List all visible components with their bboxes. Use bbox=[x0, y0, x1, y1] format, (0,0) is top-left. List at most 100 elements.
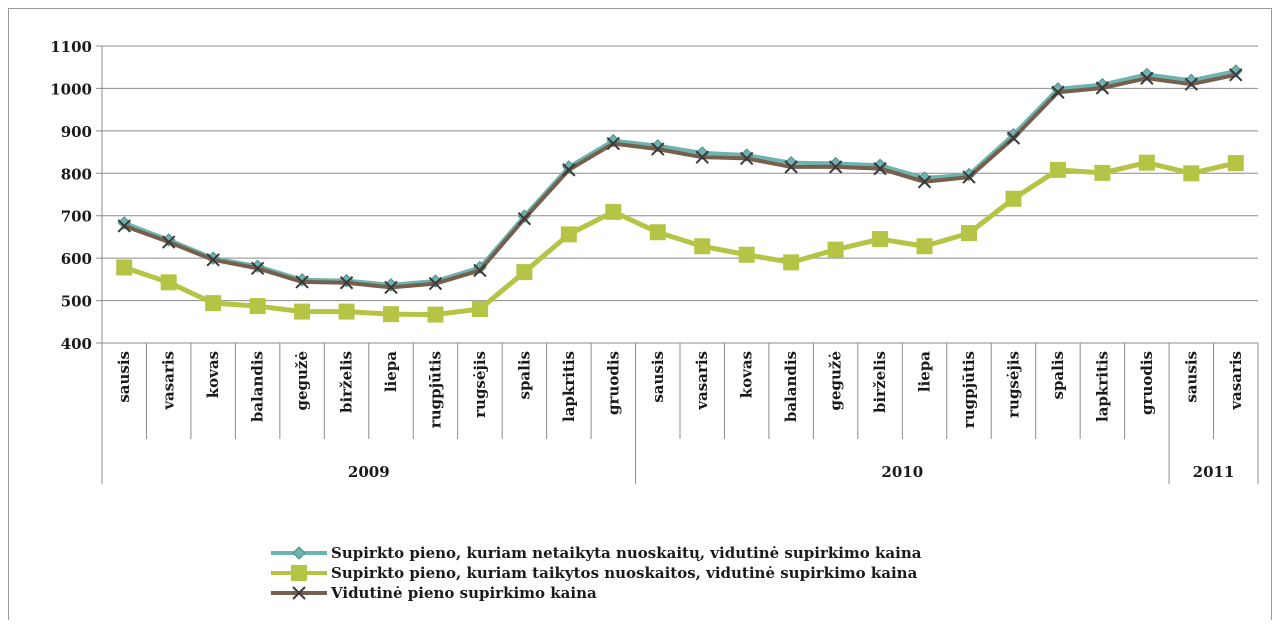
x-tick-label: vasaris bbox=[1227, 351, 1245, 411]
x-tick-label: rugpjūtis bbox=[960, 351, 978, 428]
x-tick-label: lapkritis bbox=[560, 351, 578, 422]
legend-label: Vidutinė pieno supirkimo kaina bbox=[330, 584, 597, 602]
data-point-square bbox=[160, 274, 177, 291]
data-point-x bbox=[962, 170, 976, 184]
x-tick-label: sausis bbox=[115, 351, 133, 403]
x-tick-label: rugsėjis bbox=[471, 351, 489, 418]
data-point-diamond bbox=[292, 546, 306, 560]
x-tick-label: gegužė bbox=[827, 351, 845, 411]
data-point-square bbox=[783, 254, 800, 271]
y-tick-label: 700 bbox=[61, 208, 92, 226]
y-tick-label: 500 bbox=[61, 293, 92, 311]
x-tick-label: liepa bbox=[382, 351, 400, 392]
y-tick-label: 600 bbox=[61, 250, 92, 268]
data-point-x bbox=[517, 211, 532, 226]
y-tick-label: 800 bbox=[61, 165, 92, 183]
x-tick-label: gruodis bbox=[604, 351, 622, 415]
x-tick-label: lapkritis bbox=[1093, 351, 1111, 422]
series-line bbox=[123, 160, 1237, 318]
data-point-square bbox=[1094, 164, 1111, 181]
data-point-x bbox=[917, 175, 932, 189]
data-point-x bbox=[1006, 131, 1021, 145]
data-point-square bbox=[1227, 155, 1244, 172]
legend-label: Supirkto pieno, kuriam netaikyta nuoskai… bbox=[331, 544, 922, 562]
data-point-x bbox=[651, 142, 665, 156]
legend: Supirkto pieno, kuriam netaikyta nuoskai… bbox=[271, 544, 922, 602]
data-point-square bbox=[383, 306, 399, 323]
year-label: 2011 bbox=[1193, 463, 1235, 481]
line-chart: 400 500 600 700 800 900 1000 1100 sausis vasaris… bbox=[50, 38, 1259, 602]
legend-entry: Supirkto pieno, kuriam netaikyta nuoskai… bbox=[271, 544, 922, 562]
year-label: 2009 bbox=[348, 463, 390, 481]
data-point-square bbox=[961, 225, 977, 242]
y-tick-label: 1000 bbox=[50, 80, 92, 98]
gridlines bbox=[96, 45, 1258, 344]
series-group bbox=[116, 64, 1244, 323]
data-point-x bbox=[428, 276, 443, 291]
data-point-square bbox=[560, 226, 577, 243]
series-x bbox=[117, 68, 1243, 295]
data-point-x bbox=[339, 276, 354, 290]
year-label: 2010 bbox=[881, 463, 923, 481]
x-tick-label: liepa bbox=[916, 351, 934, 392]
data-point-x bbox=[1140, 71, 1154, 85]
legend-label: Supirkto pieno, kuriam taikytos nuoskait… bbox=[331, 564, 918, 582]
x-tick-label: gegužė bbox=[293, 351, 311, 411]
x-tick-label: spalis bbox=[515, 351, 533, 400]
series-line bbox=[123, 69, 1237, 287]
data-point-x bbox=[1184, 77, 1199, 91]
x-tick-label: birželis bbox=[338, 351, 356, 413]
y-tick-label: 1100 bbox=[50, 38, 92, 56]
data-point-x bbox=[739, 151, 754, 166]
data-point-square bbox=[294, 303, 311, 320]
y-axis: 400 500 600 700 800 900 1000 1100 bbox=[50, 38, 103, 353]
data-point-x bbox=[295, 275, 309, 289]
legend-entry: Vidutinė pieno supirkimo kaina bbox=[271, 584, 597, 602]
y-tick-label: 400 bbox=[61, 335, 92, 353]
data-point-x bbox=[1051, 85, 1065, 99]
data-point-x bbox=[161, 235, 176, 249]
data-point-x bbox=[606, 136, 621, 151]
data-point-x bbox=[1229, 68, 1243, 82]
data-point-square bbox=[1138, 154, 1155, 171]
x-tick-label: birželis bbox=[871, 351, 889, 413]
series-line bbox=[123, 72, 1237, 290]
x-tick-label: vasaris bbox=[160, 351, 178, 411]
x-tick-label: vasaris bbox=[693, 351, 711, 411]
data-point-x bbox=[784, 160, 798, 174]
data-point-x bbox=[384, 280, 398, 295]
data-point-square bbox=[116, 259, 133, 276]
data-point-x bbox=[206, 253, 220, 267]
x-tick-label: rugpjūtis bbox=[426, 351, 444, 428]
x-tick-label: spalis bbox=[1049, 351, 1067, 400]
data-point-x bbox=[250, 261, 265, 276]
x-tick-label: kovas bbox=[204, 351, 222, 398]
data-point-square bbox=[649, 224, 666, 241]
x-axis: sausis vasaris kovas balandis gegužė birželis… bbox=[101, 343, 1259, 484]
chart-area: 400 500 600 700 800 900 1000 1100 sausis vasaris… bbox=[8, 8, 1272, 620]
data-point-x bbox=[695, 150, 709, 164]
data-point-square bbox=[1183, 165, 1200, 182]
data-point-x bbox=[292, 586, 306, 600]
data-point-square bbox=[427, 306, 444, 323]
y-tick-label: 900 bbox=[61, 123, 92, 141]
legend-entry: Supirkto pieno, kuriam taikytos nuoskait… bbox=[271, 564, 918, 582]
x-tick-label: gruodis bbox=[1138, 351, 1156, 415]
data-point-square bbox=[1049, 161, 1066, 178]
data-point-square bbox=[1005, 190, 1022, 207]
x-tick-label: rugsėjis bbox=[1004, 351, 1022, 418]
data-point-square bbox=[205, 295, 222, 312]
data-point-x bbox=[117, 219, 131, 233]
data-point-x bbox=[473, 263, 487, 278]
data-point-square bbox=[916, 238, 933, 255]
data-point-x bbox=[562, 163, 576, 177]
data-point-square bbox=[872, 231, 889, 248]
data-point-square bbox=[338, 303, 355, 320]
data-point-square bbox=[291, 565, 307, 581]
data-point-x bbox=[828, 160, 843, 174]
x-tick-label: balandis bbox=[782, 351, 800, 422]
x-tick-label: sausis bbox=[649, 351, 667, 403]
x-tick-label: kovas bbox=[738, 351, 756, 398]
data-point-square bbox=[694, 238, 711, 255]
data-point-square bbox=[827, 241, 844, 258]
